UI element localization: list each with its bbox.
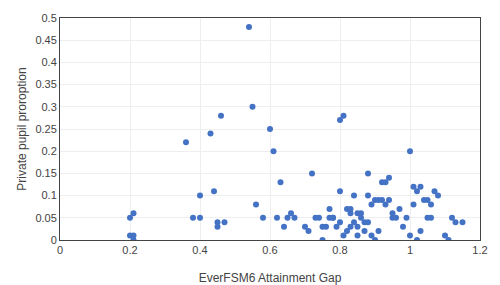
svg-text:0: 0: [51, 234, 57, 246]
svg-text:1.2: 1.2: [472, 244, 487, 256]
svg-text:0.15: 0.15: [35, 167, 56, 179]
svg-text:0.4: 0.4: [192, 244, 207, 256]
svg-text:1: 1: [407, 244, 413, 256]
svg-text:0.25: 0.25: [35, 123, 56, 135]
svg-text:0.2: 0.2: [122, 244, 137, 256]
svg-text:0.8: 0.8: [332, 244, 347, 256]
svg-text:0.3: 0.3: [42, 101, 57, 113]
svg-text:0.2: 0.2: [42, 145, 57, 157]
svg-text:Private pupil proroption: Private pupil proroption: [15, 67, 29, 190]
svg-text:0.35: 0.35: [35, 78, 56, 90]
svg-text:0.6: 0.6: [262, 244, 277, 256]
svg-text:0: 0: [57, 244, 63, 256]
svg-text:0.1: 0.1: [42, 189, 57, 201]
svg-text:EverFSM6 Attainment Gap: EverFSM6 Attainment Gap: [199, 271, 342, 285]
svg-text:0.05: 0.05: [35, 212, 56, 224]
svg-text:0.45: 0.45: [35, 34, 56, 46]
svg-text:0.5: 0.5: [42, 12, 57, 24]
svg-text:0.4: 0.4: [42, 56, 57, 68]
